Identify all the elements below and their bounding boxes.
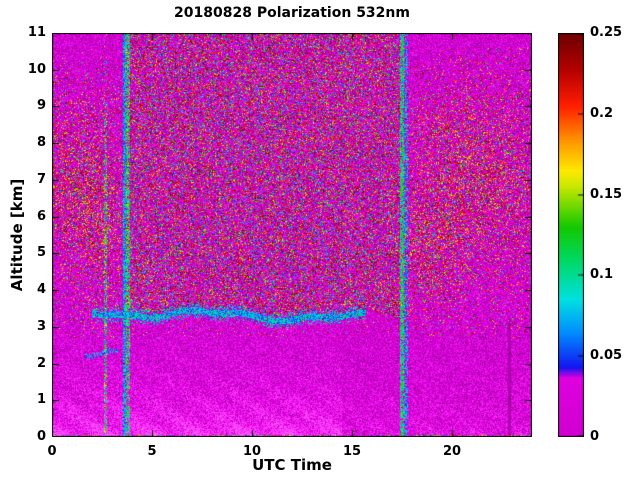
x-axis-tick-label: 15 (342, 444, 362, 459)
y-axis-tick-label: 10 (27, 61, 46, 77)
colorbar-tick-label: 0.1 (590, 267, 614, 283)
y-axis-tick-label: 0 (36, 429, 46, 444)
y-axis-tick-label: 7 (36, 171, 46, 187)
x-axis-tick-label: 5 (147, 444, 157, 459)
y-axis-tick-label: 6 (36, 208, 46, 224)
y-axis-tick-label: 5 (36, 245, 46, 261)
heatmap-canvas (52, 33, 532, 437)
colorbar-tick-label: 0 (590, 429, 600, 444)
chart-title: 20180828 Polarization 532nm (174, 5, 410, 21)
y-axis-tick-label: 2 (36, 355, 46, 371)
x-axis-tick-label: 20 (442, 444, 462, 459)
colorbar-canvas (558, 33, 584, 437)
y-axis-tick-label: 3 (36, 318, 46, 334)
colorbar-tick-label: 0.05 (590, 348, 623, 364)
x-axis-tick-label: 10 (242, 444, 262, 459)
colorbar-tick-label: 0.2 (590, 105, 614, 121)
y-axis-tick-label: 8 (36, 135, 46, 151)
y-axis-tick-label: 11 (27, 25, 46, 40)
y-axis-tick-label: 4 (36, 282, 46, 298)
x-axis-label: UTC Time (252, 456, 332, 474)
y-axis-tick-label: 9 (36, 98, 46, 114)
colorbar-tick-label: 0.25 (590, 25, 623, 40)
colorbar-tick-label: 0.15 (590, 186, 623, 202)
y-axis-tick-label: 1 (36, 392, 46, 408)
x-axis-tick-label: 0 (47, 444, 57, 459)
